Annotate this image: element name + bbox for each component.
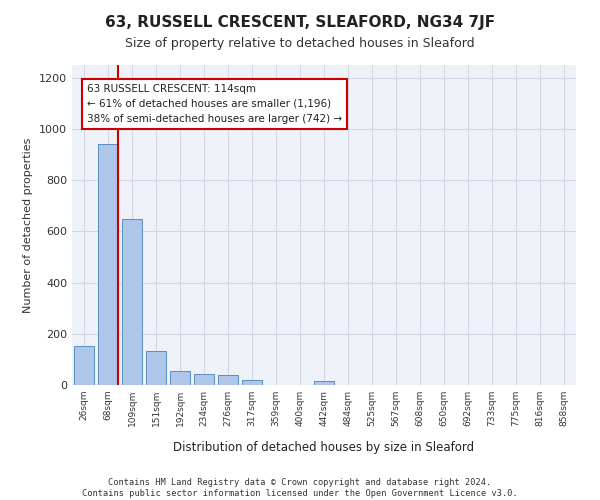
Bar	[98, 144, 118, 385]
Bar	[146, 351, 166, 385]
Bar	[122, 220, 142, 385]
Bar	[170, 371, 190, 385]
Text: Size of property relative to detached houses in Sleaford: Size of property relative to detached ho…	[125, 38, 475, 51]
Bar	[218, 375, 238, 385]
Bar	[242, 380, 262, 385]
Text: 63, RUSSELL CRESCENT, SLEAFORD, NG34 7JF: 63, RUSSELL CRESCENT, SLEAFORD, NG34 7JF	[105, 15, 495, 30]
Bar	[194, 374, 214, 385]
Y-axis label: Number of detached properties: Number of detached properties	[23, 138, 34, 312]
Bar	[74, 346, 94, 385]
Text: Distribution of detached houses by size in Sleaford: Distribution of detached houses by size …	[173, 441, 475, 454]
Bar	[314, 382, 334, 385]
Text: 63 RUSSELL CRESCENT: 114sqm
← 61% of detached houses are smaller (1,196)
38% of : 63 RUSSELL CRESCENT: 114sqm ← 61% of det…	[87, 84, 342, 124]
Text: Contains HM Land Registry data © Crown copyright and database right 2024.
Contai: Contains HM Land Registry data © Crown c…	[82, 478, 518, 498]
